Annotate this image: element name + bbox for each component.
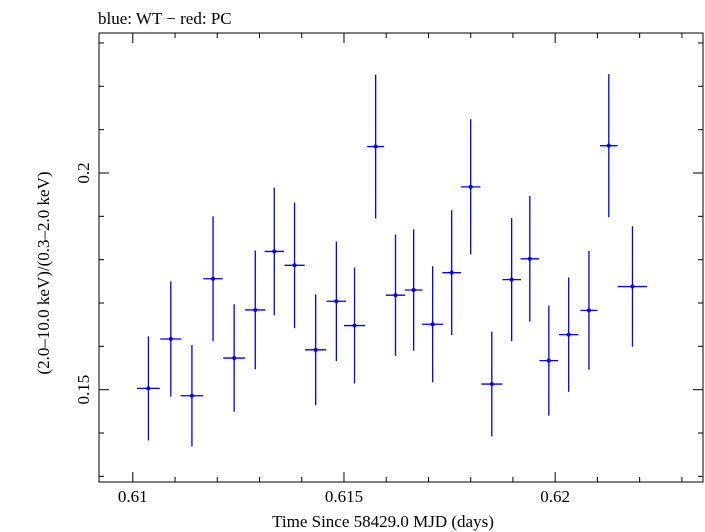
y-axis-label: (2.0–10.0 keV)/(0.3–2.0 keV)	[34, 171, 53, 374]
data-point	[520, 195, 540, 322]
point-marker	[489, 382, 494, 387]
point-marker	[468, 184, 473, 189]
point-marker	[509, 277, 514, 282]
point-marker	[586, 308, 591, 313]
point-marker	[146, 386, 151, 391]
data-point	[203, 216, 223, 342]
data-point	[539, 305, 559, 416]
point-marker	[313, 347, 318, 352]
data-point	[137, 336, 160, 441]
data-point	[245, 250, 266, 370]
point-marker	[253, 307, 258, 312]
point-marker	[292, 263, 297, 268]
point-marker	[168, 336, 173, 341]
axis-ticks	[99, 33, 703, 482]
data-point	[264, 187, 285, 316]
data-point	[404, 229, 423, 351]
data-point	[343, 267, 366, 384]
data-point	[580, 250, 598, 370]
data-point	[442, 210, 461, 336]
data-point	[180, 345, 204, 447]
data-point	[502, 218, 521, 342]
data-point	[460, 119, 481, 255]
data-point	[422, 266, 444, 383]
data-points	[137, 74, 648, 447]
point-marker	[211, 276, 216, 281]
plot-frame	[98, 32, 704, 483]
point-marker	[449, 270, 454, 275]
point-marker	[373, 144, 378, 149]
point-marker	[606, 143, 611, 148]
data-point	[305, 294, 327, 406]
plot-border	[98, 32, 704, 483]
point-marker	[189, 393, 194, 398]
point-marker	[393, 293, 398, 298]
axis-tick-labels: 0.61 0.615 0.62 0.15 0.2	[74, 162, 570, 506]
data-point	[617, 226, 648, 347]
x-tick-label: 0.62	[540, 487, 570, 506]
data-point	[481, 331, 503, 437]
x-tick-label: 0.615	[325, 487, 363, 506]
data-point	[599, 74, 618, 218]
point-marker	[411, 288, 416, 293]
y-tick-label: 0.2	[74, 162, 93, 183]
data-point	[160, 281, 182, 397]
point-marker	[352, 323, 357, 328]
data-point	[284, 202, 305, 329]
point-marker	[232, 356, 237, 361]
point-marker	[272, 249, 277, 254]
data-point	[558, 277, 579, 392]
point-marker	[630, 284, 635, 289]
x-tick-label: 0.61	[118, 487, 148, 506]
data-point	[367, 74, 385, 219]
x-axis-label: Time Since 58429.0 MJD (days)	[272, 512, 494, 531]
point-marker	[566, 332, 571, 337]
point-marker	[527, 256, 532, 261]
chart-title: blue: WT − red: PC	[98, 9, 232, 28]
point-marker	[546, 358, 551, 363]
data-point	[385, 234, 406, 356]
data-point	[326, 241, 347, 362]
point-marker	[334, 299, 339, 304]
data-point	[223, 304, 246, 412]
y-tick-label: 0.15	[74, 375, 93, 405]
point-marker	[430, 322, 435, 327]
